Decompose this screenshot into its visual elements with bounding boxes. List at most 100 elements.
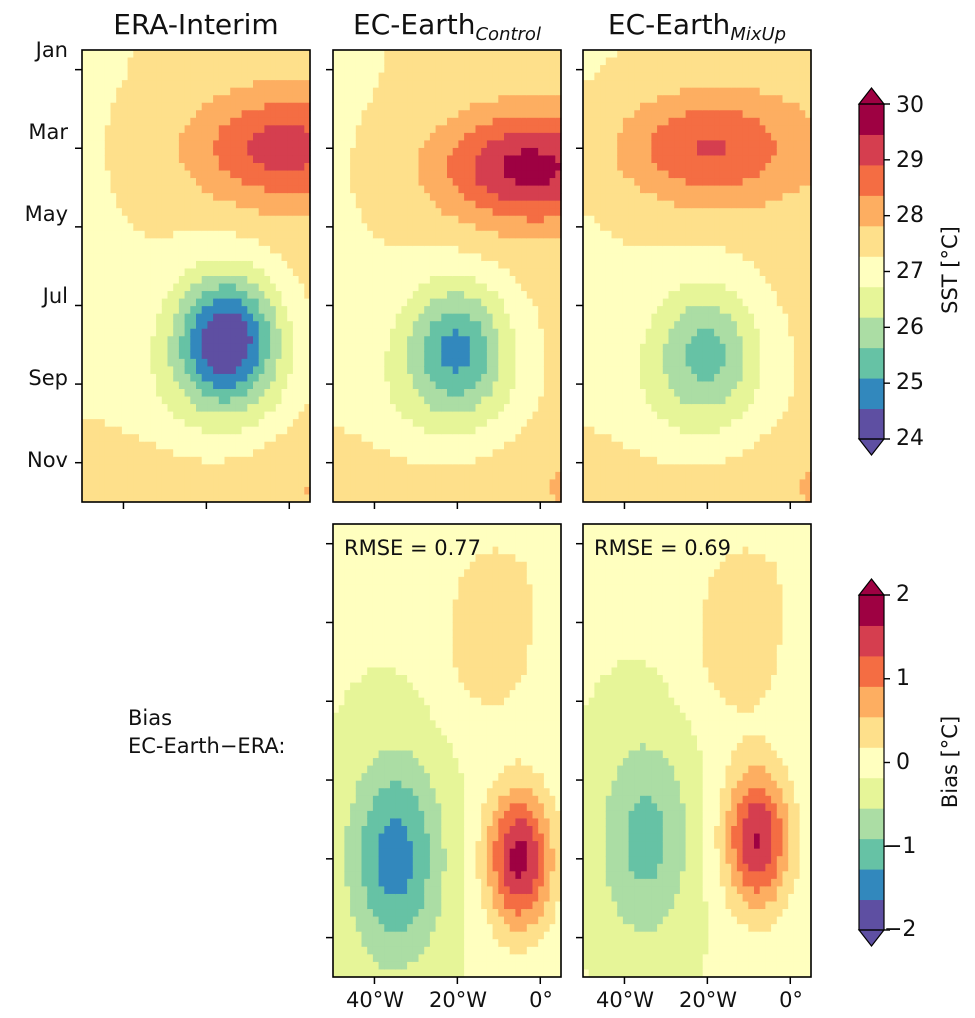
heatmap-cell — [241, 366, 248, 375]
heatmap-cell — [469, 185, 477, 194]
heatmap-cell — [504, 276, 511, 285]
heatmap-cell — [464, 208, 471, 217]
heatmap-cell — [350, 200, 357, 209]
heatmap-cell — [469, 479, 477, 488]
heatmap-cell — [492, 291, 499, 300]
heatmap-cell — [504, 200, 511, 209]
heatmap-cell — [418, 464, 425, 473]
heatmap-cell — [167, 230, 174, 239]
heatmap-cell — [87, 456, 94, 465]
heatmap-cell — [116, 283, 123, 292]
heatmap-cell — [258, 117, 265, 126]
heatmap-cell — [127, 125, 134, 134]
heatmap-cell — [594, 253, 601, 262]
heatmap-cell — [213, 328, 220, 337]
heatmap-cell — [549, 449, 556, 458]
heatmap-cell — [184, 328, 191, 337]
heatmap-cell — [93, 117, 100, 126]
heatmap-cell — [435, 411, 442, 420]
heatmap-cell — [247, 464, 254, 473]
heatmap-cell — [292, 178, 300, 187]
heatmap-cell — [384, 163, 391, 172]
heatmap-cell — [594, 155, 601, 164]
heatmap-cell — [441, 434, 448, 443]
heatmap-cell — [378, 200, 385, 209]
heatmap-cell — [304, 389, 311, 398]
heatmap-cell — [509, 178, 516, 187]
heatmap-cell — [504, 366, 511, 375]
heatmap-cell — [275, 291, 283, 300]
heatmap-cell — [384, 373, 391, 383]
heatmap-cell — [583, 486, 590, 496]
heatmap-cell — [492, 328, 499, 337]
heatmap-cell — [298, 208, 305, 217]
heatmap-cell — [390, 117, 397, 126]
heatmap-cell — [287, 238, 294, 247]
heatmap-cell — [218, 328, 226, 337]
heatmap-cell — [224, 260, 231, 270]
heatmap-cell — [139, 336, 146, 345]
heatmap-cell — [178, 321, 186, 330]
heatmap-cell — [549, 441, 556, 450]
heatmap-cell — [515, 276, 522, 285]
heatmap-cell — [133, 147, 140, 157]
heatmap-cell — [235, 313, 243, 322]
heatmap-cell — [555, 313, 562, 322]
heatmap-cell — [264, 110, 271, 119]
heatmap-cell — [401, 298, 408, 307]
heatmap-cell — [287, 178, 294, 187]
heatmap-cell — [281, 102, 288, 111]
heatmap-cell — [196, 358, 203, 367]
heatmap-cell — [384, 389, 391, 398]
heatmap-cell — [583, 321, 590, 330]
heatmap-cell — [429, 215, 437, 224]
heatmap-cell — [384, 456, 391, 465]
heatmap-cell — [121, 456, 129, 465]
heatmap-cell — [218, 245, 226, 254]
heatmap-cell — [264, 65, 271, 74]
heatmap-cell — [150, 373, 157, 383]
heatmap-cell — [458, 464, 465, 473]
heatmap-cell — [401, 193, 408, 202]
heatmap-cell — [173, 373, 180, 383]
heatmap-cell — [367, 200, 374, 209]
heatmap-cell — [287, 268, 294, 277]
heatmap-cell — [281, 321, 288, 330]
heatmap-cell — [213, 336, 220, 345]
heatmap-cell — [167, 110, 174, 119]
heatmap-cell — [588, 351, 595, 360]
heatmap-cell — [407, 298, 414, 307]
heatmap-cell — [156, 434, 163, 443]
heatmap-cell — [543, 260, 551, 270]
heatmap-cell — [190, 87, 197, 96]
heatmap-cell — [110, 276, 117, 285]
heatmap-cell — [486, 65, 494, 74]
heatmap-cell — [407, 80, 414, 89]
heatmap-cell — [178, 57, 186, 66]
heatmap-cell — [93, 479, 100, 488]
heatmap-cell — [435, 87, 442, 96]
heatmap-cell — [355, 358, 363, 367]
heatmap-cell — [361, 125, 368, 134]
heatmap-cell — [235, 95, 243, 104]
heatmap-cell — [435, 200, 442, 209]
heatmap-cell — [372, 185, 380, 194]
heatmap-cell — [139, 486, 146, 496]
heatmap-cell — [270, 328, 277, 337]
heatmap-cell — [110, 193, 117, 202]
heatmap-cell — [395, 313, 402, 322]
heatmap-cell — [178, 389, 186, 398]
heatmap-cell — [184, 321, 191, 330]
heatmap-cell — [412, 411, 420, 420]
heatmap-cell — [538, 147, 545, 157]
heatmap-cell — [464, 336, 471, 345]
heatmap-cell — [161, 449, 169, 458]
heatmap-cell — [304, 381, 311, 390]
heatmap-cell — [372, 238, 380, 247]
heatmap-cell — [93, 313, 100, 322]
heatmap-cell — [207, 253, 214, 262]
heatmap-cell — [333, 358, 340, 367]
heatmap-cell — [538, 140, 545, 149]
heatmap-cell — [515, 298, 522, 307]
heatmap-cell — [156, 381, 163, 390]
